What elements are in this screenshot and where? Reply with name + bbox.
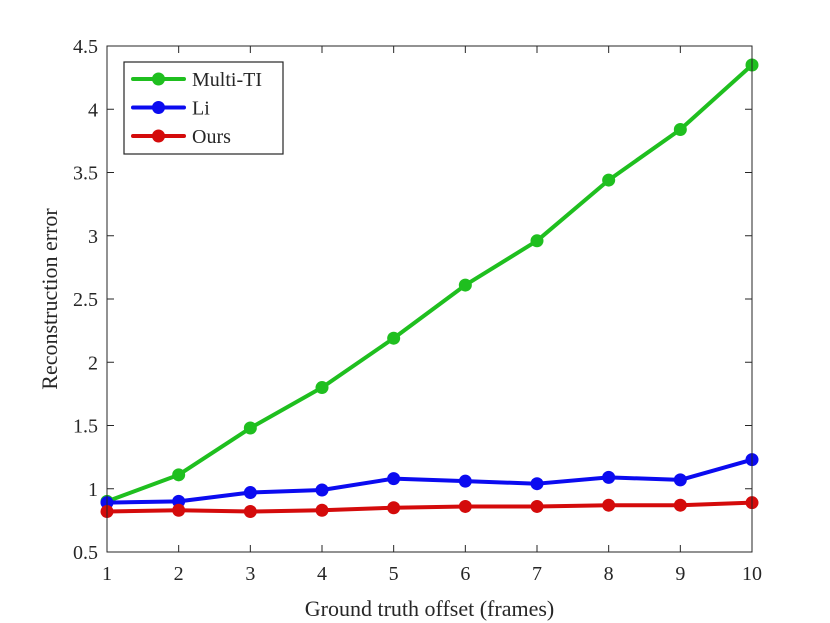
y-tick-label: 3.5 [73,163,98,185]
y-tick-label: 2 [88,352,98,374]
data-point-multi-ti-5 [387,331,401,345]
series-line-multi-ti [105,62,754,504]
data-point-li-8 [602,470,616,484]
data-point-li-7 [530,477,544,491]
data-point-ours-2 [172,503,186,517]
axes: 1 2 3 4 5 6 7 8 9 100.511.522.533.544.5 [73,36,762,585]
data-point-ours-5 [387,501,401,515]
data-point-ours-4 [315,503,329,517]
x-tick-label: 1 [102,563,112,585]
legend-marker-li [152,101,165,114]
series-line-li [105,457,754,505]
y-tick-label: 3 [88,226,98,248]
y-tick-label: 2.5 [73,289,98,311]
data-point-multi-ti-4 [315,381,329,395]
data-point-ours-7 [530,499,544,513]
y-tick-label: 1.5 [73,416,98,438]
y-tick-label: 4.5 [73,36,98,58]
plot-area [100,58,759,519]
legend-marker-multi-ti [152,72,165,86]
x-tick-label: 9 [675,563,685,585]
y-tick-label: 1 [88,479,98,501]
legend: Multi-TI Li Ours [123,61,284,155]
data-point-li-3 [243,486,257,500]
data-point-li-9 [673,473,687,487]
x-tick-label: 4 [317,563,327,585]
data-point-li-4 [315,483,329,497]
x-tick-label: 10 [742,563,762,585]
data-point-multi-ti-3 [243,421,257,435]
data-point-multi-ti-7 [530,234,544,248]
x-tick-label: 2 [174,563,184,585]
x-tick-label: 6 [460,563,470,585]
data-point-multi-ti-2 [172,468,186,482]
data-point-ours-6 [458,499,472,513]
data-point-ours-9 [673,498,687,512]
data-point-multi-ti-6 [458,278,472,292]
data-point-li-5 [387,472,401,486]
data-point-multi-ti-8 [602,173,616,187]
x-axis-label: Ground truth offset (frames) [305,596,554,621]
x-tick-label: 5 [389,563,399,585]
data-point-ours-3 [243,505,257,519]
x-tick-label: 8 [604,563,614,585]
data-point-li-6 [458,474,472,488]
x-tick-label: 7 [532,563,542,585]
legend-marker-ours [152,129,165,143]
series-line-ours [105,500,754,514]
legend-label-multi-ti: Multi-TI [192,69,262,91]
y-tick-label: 4 [88,99,98,121]
legend-label-ours: Ours [192,126,231,148]
data-point-ours-8 [602,498,616,512]
y-axis-label: Reconstruction error [37,208,62,390]
y-tick-label: 0.5 [73,542,98,564]
legend-label-li: Li [192,98,210,120]
data-point-multi-ti-9 [673,122,687,136]
x-tick-label: 3 [245,563,255,585]
